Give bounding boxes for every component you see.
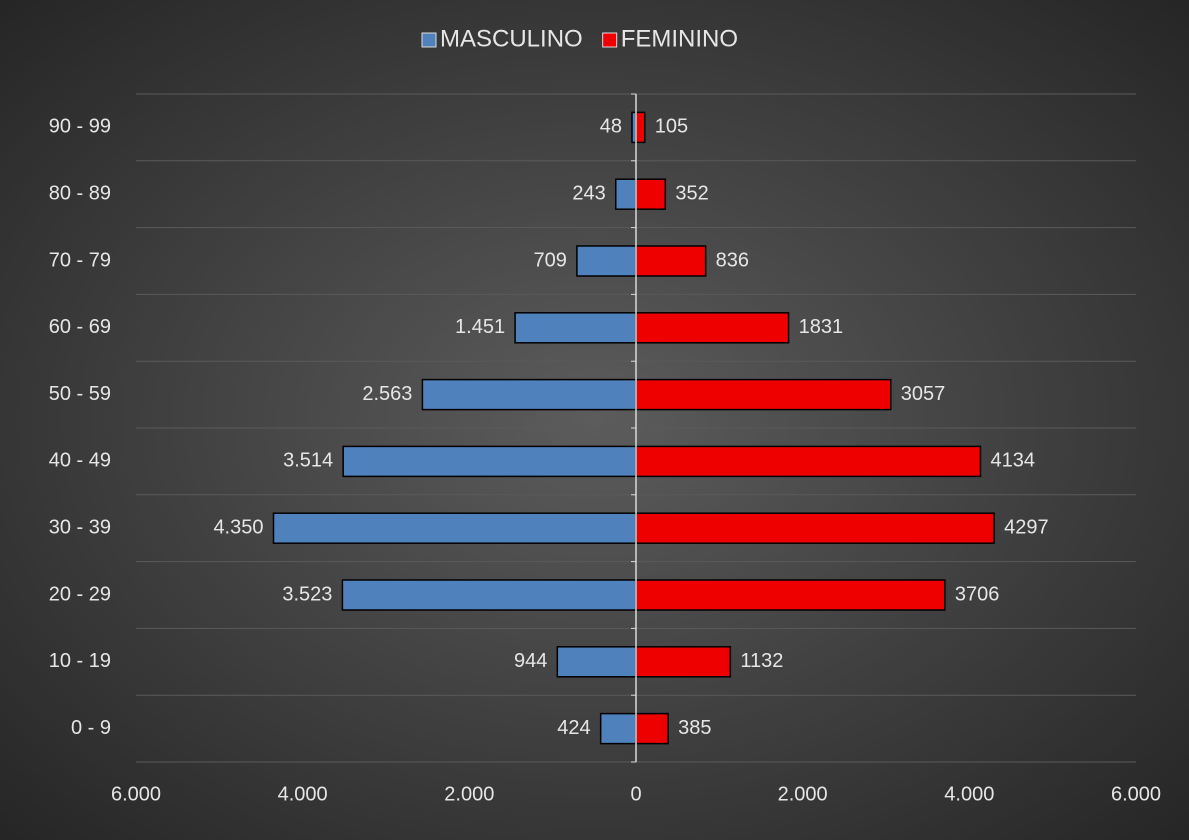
bar [599,712,637,745]
bar [514,312,637,344]
bar [272,512,637,544]
bar [635,646,732,678]
data-label: 385 [678,717,711,739]
bar [556,646,637,678]
data-label: 944 [514,650,547,672]
data-label: 352 [675,182,708,204]
x-tick-label: 6.000 [1111,783,1161,805]
bar [421,378,637,411]
y-tick-label: 30 - 39 [49,516,111,538]
data-label: 3.523 [282,583,332,605]
y-tick-label: 10 - 19 [49,650,111,672]
bar [635,445,982,478]
bar [635,312,790,344]
data-label: 3706 [955,583,1000,605]
x-tick-label: 0 [630,783,641,805]
legend-swatch [421,32,437,48]
data-label: 424 [557,717,590,739]
bar [576,245,637,277]
bar [635,378,892,411]
y-tick-label: 0 - 9 [71,717,111,739]
data-label: 1.451 [455,316,505,338]
legend-label: MASCULINO [440,25,583,52]
data-label: 836 [716,249,749,271]
y-tick-label: 80 - 89 [49,182,111,204]
data-label: 4.350 [213,516,263,538]
legend-swatch [602,32,618,48]
data-label: 1132 [740,650,783,672]
bar [635,512,995,544]
data-label: 3057 [901,383,946,405]
y-tick-label: 50 - 59 [49,383,111,405]
data-label: 2.563 [362,383,412,405]
bar [635,111,646,144]
bar [635,579,946,611]
y-tick-label: 40 - 49 [49,450,111,472]
data-label: 3.514 [283,450,333,472]
data-label: 4297 [1004,516,1048,538]
bar [635,178,667,210]
y-tick-label: 20 - 29 [49,583,111,605]
y-tick-label: 70 - 79 [49,249,111,271]
x-tick-label: 6.000 [111,783,161,805]
x-tick-label: 2.000 [444,783,494,805]
bar [635,712,669,745]
data-label: 243 [572,182,605,204]
bar [615,178,637,210]
y-tick-label: 60 - 69 [49,316,111,338]
data-label: 105 [655,116,688,138]
x-tick-label: 4.000 [278,783,328,805]
data-label: 48 [600,116,622,138]
x-tick-label: 2.000 [778,783,828,805]
bar [342,445,637,478]
data-label: 709 [534,249,567,271]
y-tick-label: 90 - 99 [49,116,111,138]
data-label: 1831 [799,316,844,338]
bar [635,245,707,277]
x-tick-label: 4.000 [944,783,994,805]
legend-label: FEMININO [621,25,738,52]
bar [341,579,637,611]
data-label: 4134 [991,450,1036,472]
